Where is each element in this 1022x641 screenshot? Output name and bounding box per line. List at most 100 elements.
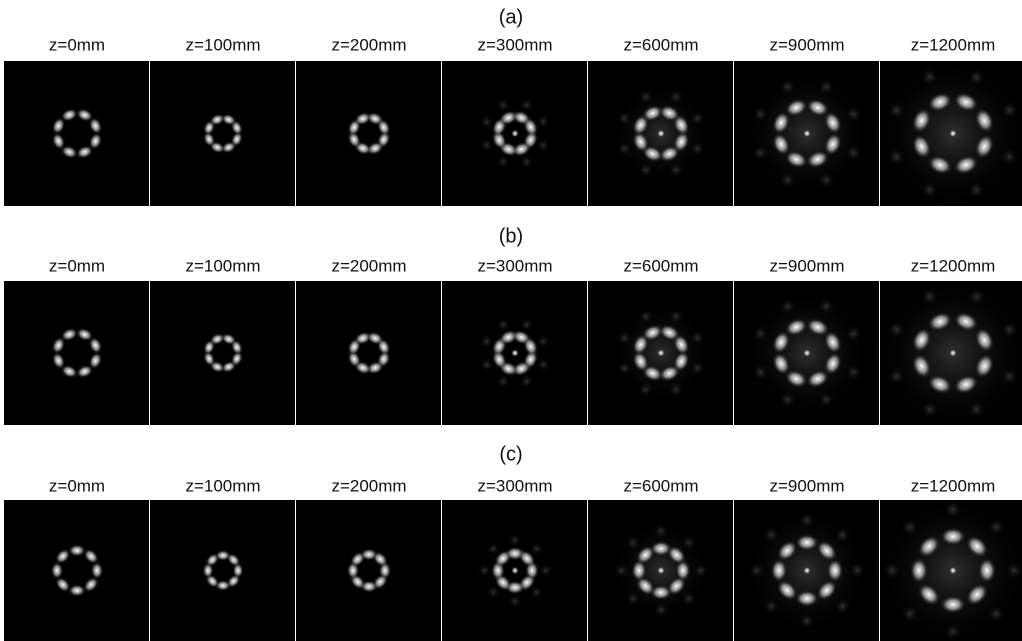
outer-lobe [530, 542, 544, 556]
center-spot [803, 130, 811, 138]
intensity-image [588, 281, 733, 425]
panel-title: z=900mm [769, 35, 844, 54]
intensity-image [442, 61, 587, 206]
panel-title: z=300mm [477, 476, 552, 495]
outer-lobe [486, 542, 500, 556]
intensity-image [4, 61, 149, 206]
panel-title: z=200mm [331, 476, 406, 495]
outer-lobe [536, 115, 550, 129]
panel-title: z=200mm [331, 35, 406, 54]
outer-lobe [520, 318, 534, 332]
intensity-image [734, 500, 879, 641]
outer-lobe [967, 68, 985, 86]
outer-lobe [763, 526, 780, 543]
center-spot [511, 349, 519, 357]
outer-lobe [520, 155, 534, 169]
intensity-image [442, 281, 587, 425]
outer-lobe [625, 591, 640, 606]
panel-title: z=300mm [477, 256, 552, 275]
outer-lobe [496, 374, 510, 388]
outer-lobe [690, 330, 705, 345]
outer-lobe [536, 334, 550, 348]
outer-lobe [1000, 367, 1018, 385]
outer-lobe [845, 325, 862, 342]
outer-lobe [901, 605, 919, 623]
outer-lobe [638, 162, 653, 177]
intensity-lobe [940, 527, 966, 545]
center-spot [657, 130, 665, 138]
outer-lobe [752, 144, 769, 161]
outer-lobe [779, 391, 796, 408]
outer-lobe [480, 115, 494, 129]
outer-lobe [987, 605, 1005, 623]
outer-lobe [480, 358, 494, 372]
outer-lobe [779, 172, 796, 189]
intensity-lobe [978, 558, 996, 584]
outer-lobe [887, 101, 905, 119]
outer-lobe [763, 598, 780, 615]
intensity-lobe [940, 595, 966, 613]
center-spot [949, 567, 957, 575]
outer-lobe [690, 111, 705, 126]
outer-lobe [887, 148, 905, 166]
center-spot [511, 130, 519, 138]
outer-lobe [638, 382, 653, 397]
intensity-image [588, 500, 733, 641]
intensity-image [734, 281, 879, 425]
outer-lobe [944, 623, 962, 641]
image-background [296, 500, 441, 641]
outer-lobe [638, 89, 653, 104]
outer-lobe [1000, 320, 1018, 338]
outer-lobe [920, 287, 938, 305]
outer-lobe [967, 287, 985, 305]
outer-lobe [668, 382, 683, 397]
center-spot [657, 567, 665, 575]
intensity-lobe [827, 559, 844, 583]
outer-lobe [920, 400, 938, 418]
figure: (a) z=0mm z=100mm z=200mm z=300mm z=600mm z=90… [0, 0, 1022, 641]
outer-lobe [752, 325, 769, 342]
outer-lobe [638, 309, 653, 324]
outer-lobe [818, 391, 835, 408]
panel-title: z=600mm [623, 35, 698, 54]
row-label: (a) [499, 6, 523, 28]
panel-title: z=0mm [49, 35, 105, 54]
image-background [296, 61, 441, 206]
outer-lobe [799, 512, 816, 529]
image-background [296, 281, 441, 425]
outer-lobe [818, 172, 835, 189]
outer-lobe [693, 563, 708, 578]
outer-lobe [477, 564, 491, 578]
outer-lobe [779, 79, 796, 96]
outer-lobe [614, 563, 629, 578]
intensity-image [588, 61, 733, 206]
panel-title: z=900mm [769, 476, 844, 495]
image-background [4, 281, 149, 425]
panel-title: z=100mm [185, 35, 260, 54]
intensity-image [4, 500, 149, 641]
intensity-lobe [68, 584, 86, 597]
outer-lobe [987, 518, 1005, 536]
center-spot [803, 567, 811, 575]
panel-title: z=100mm [185, 256, 260, 275]
center-spot [803, 349, 811, 357]
intensity-lobe [68, 544, 86, 557]
intensity-lobe [91, 562, 104, 580]
outer-lobe [480, 334, 494, 348]
intensity-image [734, 61, 879, 206]
intensity-image [150, 61, 295, 206]
intensity-image [878, 496, 1022, 641]
outer-lobe [834, 526, 851, 543]
outer-lobe [834, 598, 851, 615]
image-background [150, 500, 295, 641]
outer-lobe [920, 181, 938, 199]
panel-title: z=1200mm [911, 256, 996, 275]
outer-lobe [508, 533, 522, 547]
outer-lobe [617, 360, 632, 375]
outer-lobe [690, 141, 705, 156]
outer-lobe [530, 585, 544, 599]
outer-lobe [901, 518, 919, 536]
intensity-lobe [795, 534, 819, 551]
outer-lobe [668, 89, 683, 104]
outer-lobe [690, 360, 705, 375]
